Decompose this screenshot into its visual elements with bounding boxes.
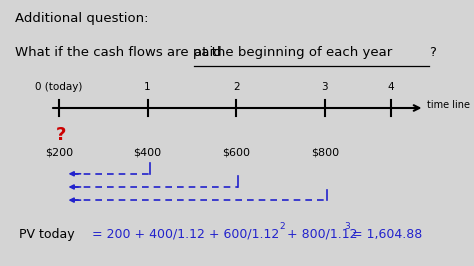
Text: + 800/1.12: + 800/1.12 xyxy=(283,228,357,241)
Text: time line: time line xyxy=(427,100,470,110)
Text: 2: 2 xyxy=(233,82,239,92)
Text: PV today: PV today xyxy=(19,228,79,241)
Text: $600: $600 xyxy=(222,147,250,157)
Text: at the beginning of each year: at the beginning of each year xyxy=(194,46,392,59)
Text: What if the cash flows are paid: What if the cash flows are paid xyxy=(15,46,226,59)
Text: Additional question:: Additional question: xyxy=(15,12,148,25)
Text: 1: 1 xyxy=(144,82,151,92)
Text: 3: 3 xyxy=(321,82,328,92)
Text: 2: 2 xyxy=(280,222,285,231)
Text: $200: $200 xyxy=(45,147,73,157)
Text: ?: ? xyxy=(56,126,66,144)
Text: 4: 4 xyxy=(388,82,394,92)
Text: 0 (today): 0 (today) xyxy=(35,82,82,92)
Text: $800: $800 xyxy=(310,147,339,157)
Text: 3: 3 xyxy=(345,222,350,231)
Text: = 1,604.88: = 1,604.88 xyxy=(348,228,422,241)
Text: $400: $400 xyxy=(134,147,162,157)
Text: = 200 + 400/1.12 + 600/1.12: = 200 + 400/1.12 + 600/1.12 xyxy=(92,228,280,241)
Text: ?: ? xyxy=(429,46,436,59)
